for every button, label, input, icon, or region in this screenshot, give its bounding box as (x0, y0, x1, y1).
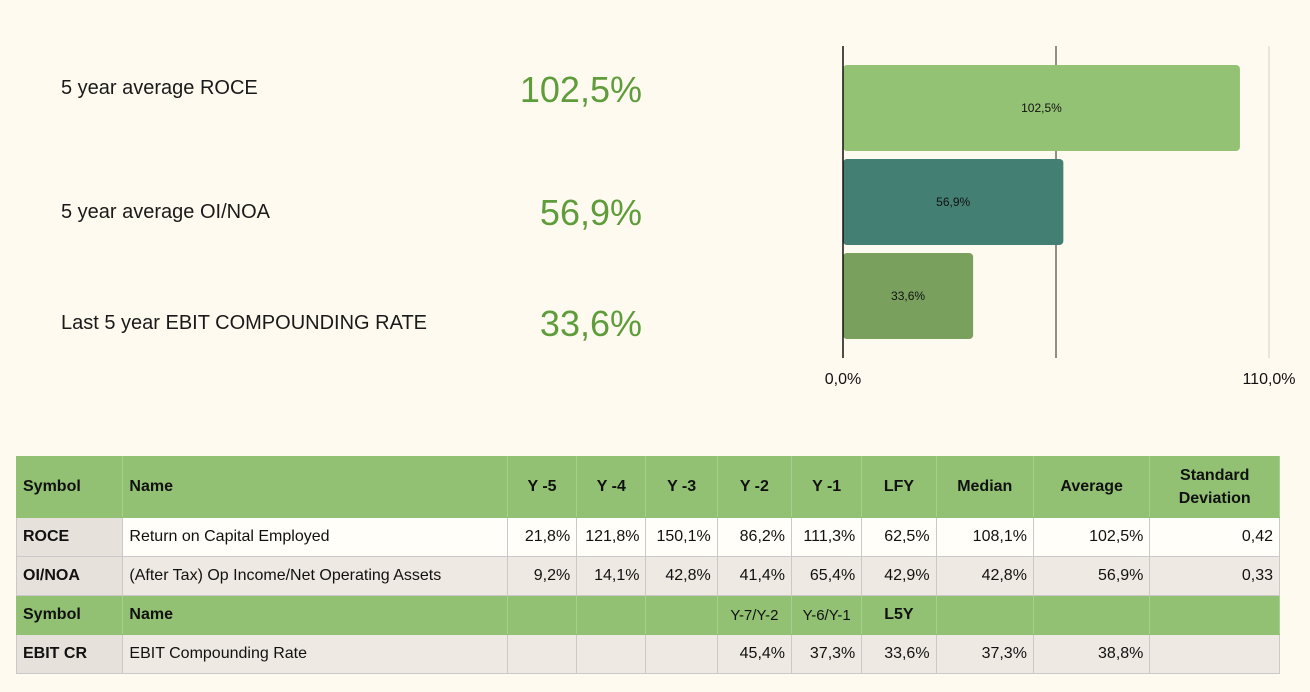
header-cell: Y -1 (791, 456, 863, 518)
header-cell: Symbol (15, 456, 124, 518)
table-cell: 9,2% (506, 556, 578, 596)
table-cell: 0,33 (1149, 556, 1280, 596)
table-cell: 0,42 (1149, 517, 1280, 557)
table-cell: 37,3% (791, 634, 863, 674)
header-cell (576, 595, 647, 635)
header-cell: Symbol (15, 595, 124, 635)
table-cell: 42,8% (935, 556, 1034, 596)
bar-chart: 102,5% 56,9% 33,6% 0,0% 110,0% (825, 46, 1296, 388)
table-cell: 56,9% (1032, 556, 1151, 596)
table-cell: 108,1% (935, 517, 1034, 557)
header-cell (935, 595, 1034, 635)
metric-value-oinoa: 56,9% (539, 192, 642, 233)
table-header-row: Symbol Name Y -5 Y -4 Y -3 Y -2 Y -1 LFY… (15, 456, 1280, 518)
header-cell (1149, 595, 1280, 635)
header-cell (1032, 595, 1151, 635)
table-row: OI/NOA (After Tax) Op Income/Net Operati… (15, 556, 1280, 596)
metric-label-roce: 5 year average ROCE (61, 77, 258, 99)
table-cell: 38,8% (1032, 634, 1151, 674)
bar (843, 159, 1064, 245)
table-cell (576, 634, 647, 674)
header-cell: Name (122, 456, 508, 518)
metric-label-ebit-cr: Last 5 year EBIT COMPOUNDING RATE (61, 312, 428, 334)
x-tick-label: 0,0% (825, 371, 861, 388)
table-cell: 45,4% (716, 634, 793, 674)
table-cell: 42,9% (861, 556, 937, 596)
table-cell: 21,8% (506, 517, 578, 557)
header-cell: Standard Deviation (1149, 456, 1280, 518)
table-subheader-row: Symbol Name Y-7/Y-2 Y-6/Y-1 L5Y (15, 595, 1280, 635)
table-cell: ROCE (15, 517, 124, 557)
header-cell: L5Y (861, 595, 937, 635)
table-cell (506, 634, 578, 674)
bar (843, 65, 1240, 151)
header-cell: Average (1032, 456, 1151, 518)
table-cell: EBIT CR (15, 634, 124, 674)
table-cell: 41,4% (716, 556, 793, 596)
bar-value-label: 102,5% (1021, 101, 1062, 115)
table-cell (1149, 634, 1280, 674)
header-cell: Y -3 (645, 456, 718, 518)
metric-value-ebit-cr: 33,6% (539, 303, 642, 344)
table-cell: 86,2% (716, 517, 793, 557)
header-cell: LFY (861, 456, 937, 518)
header-cell: Y -4 (576, 456, 647, 518)
table-row: ROCE Return on Capital Employed 21,8% 12… (15, 517, 1280, 557)
bar (843, 253, 974, 339)
bar-value-label: 56,9% (936, 195, 970, 209)
header-cell: Name (122, 595, 508, 635)
header-cell: Median (935, 456, 1034, 518)
table-cell: 121,8% (576, 517, 647, 557)
table-cell: 42,8% (645, 556, 718, 596)
metric-value-roce: 102,5% (519, 69, 642, 110)
table-cell: 14,1% (576, 556, 647, 596)
metric-label-oinoa: 5 year average OI/NOA (61, 201, 270, 223)
table-cell: 37,3% (935, 634, 1034, 674)
header-cell: Y -2 (716, 456, 793, 518)
table-cell: 150,1% (645, 517, 718, 557)
table-cell (645, 634, 718, 674)
table-cell: OI/NOA (15, 556, 124, 596)
table-cell: Return on Capital Employed (122, 517, 508, 557)
header-cell: Y -5 (506, 456, 578, 518)
header-cell: Y-6/Y-1 (791, 595, 863, 635)
table-cell: 65,4% (791, 556, 863, 596)
table-cell: 62,5% (861, 517, 937, 557)
header-cell: Y-7/Y-2 (716, 595, 793, 635)
table-cell: 102,5% (1032, 517, 1151, 557)
x-tick-label: 110,0% (1242, 371, 1295, 388)
bar-value-label: 33,6% (891, 289, 925, 303)
table-cell: EBIT Compounding Rate (122, 634, 508, 674)
header-cell (645, 595, 718, 635)
table-cell: (After Tax) Op Income/Net Operating Asse… (122, 556, 508, 596)
table-cell: 33,6% (861, 634, 937, 674)
header-cell (506, 595, 578, 635)
table-cell: 111,3% (791, 517, 863, 557)
table-row: EBIT CR EBIT Compounding Rate 45,4% 37,3… (15, 634, 1280, 674)
metrics-table: Symbol Name Y -5 Y -4 Y -3 Y -2 Y -1 LFY… (15, 456, 1280, 674)
